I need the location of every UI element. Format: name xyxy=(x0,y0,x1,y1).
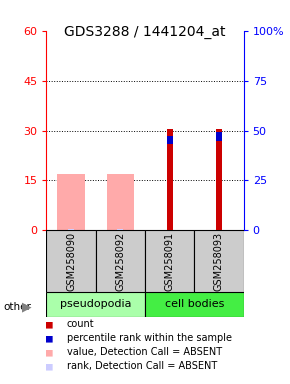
Bar xyxy=(167,129,173,230)
Bar xyxy=(57,174,85,230)
Text: GSM258090: GSM258090 xyxy=(66,232,76,291)
Text: ▶: ▶ xyxy=(22,301,31,314)
Bar xyxy=(216,129,222,230)
Text: cell bodies: cell bodies xyxy=(165,299,224,310)
Text: ■: ■ xyxy=(46,333,53,343)
Bar xyxy=(194,230,244,292)
Text: rank, Detection Call = ABSENT: rank, Detection Call = ABSENT xyxy=(67,361,217,371)
Text: other: other xyxy=(3,302,31,312)
Text: GSM258091: GSM258091 xyxy=(165,232,175,291)
Text: ■: ■ xyxy=(46,347,53,357)
Bar xyxy=(46,230,96,292)
Bar xyxy=(107,174,134,230)
Bar xyxy=(96,230,145,292)
Text: ■: ■ xyxy=(46,319,53,329)
Bar xyxy=(68,229,74,230)
Text: pseudopodia: pseudopodia xyxy=(60,299,131,310)
Bar xyxy=(145,292,244,317)
Bar xyxy=(46,292,145,317)
Bar xyxy=(216,132,222,141)
Text: count: count xyxy=(67,319,94,329)
Text: GSM258093: GSM258093 xyxy=(214,232,224,291)
Bar xyxy=(167,136,173,144)
Text: ■: ■ xyxy=(46,361,53,371)
Bar xyxy=(145,230,194,292)
Text: GSM258092: GSM258092 xyxy=(115,232,125,291)
Text: value, Detection Call = ABSENT: value, Detection Call = ABSENT xyxy=(67,347,222,357)
Text: GDS3288 / 1441204_at: GDS3288 / 1441204_at xyxy=(64,25,226,39)
Text: percentile rank within the sample: percentile rank within the sample xyxy=(67,333,232,343)
Bar xyxy=(117,229,123,230)
